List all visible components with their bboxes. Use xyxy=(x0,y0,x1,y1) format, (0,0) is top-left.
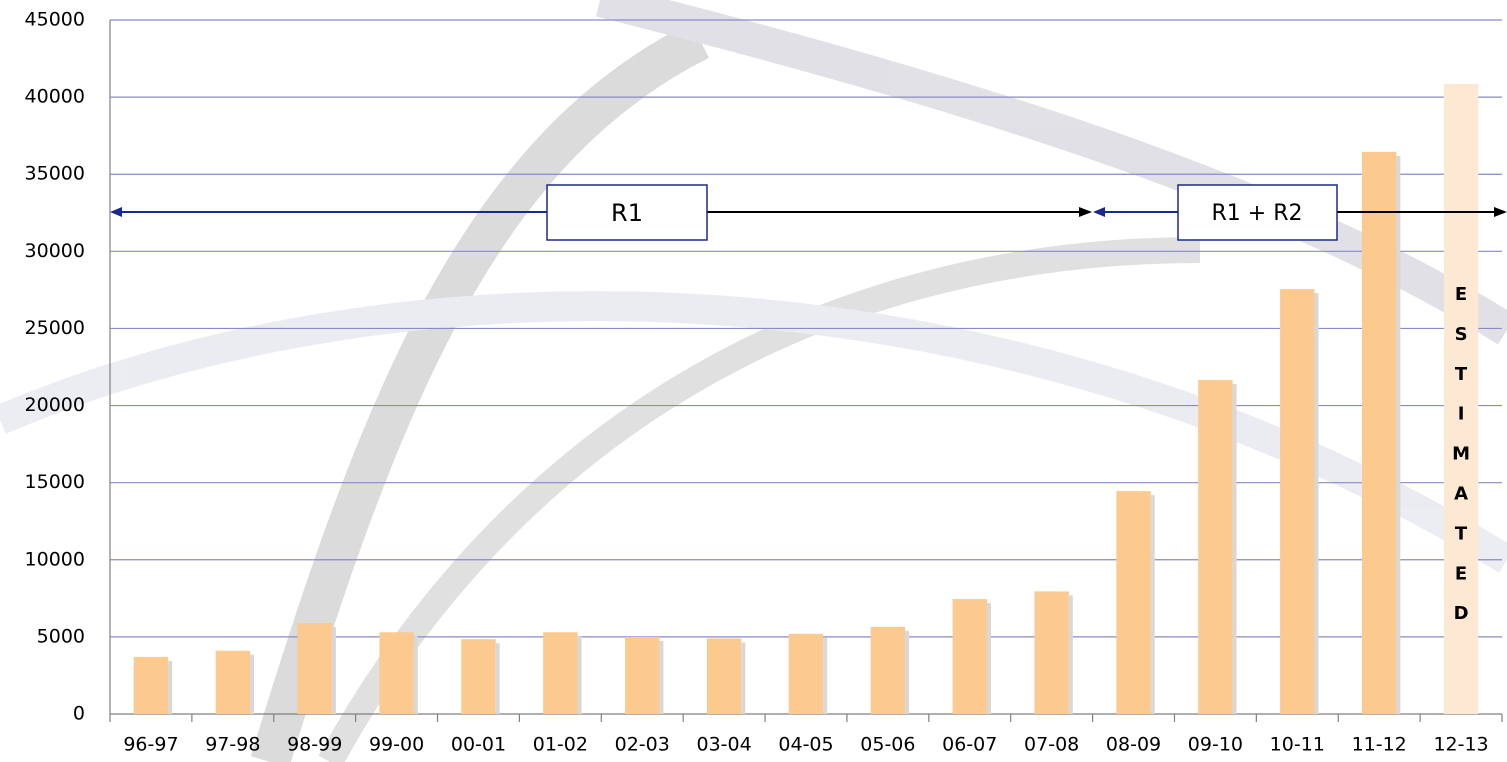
y-tick-label: 10000 xyxy=(25,548,85,570)
range-annotations: R1 R1 + R2 xyxy=(110,184,1507,241)
arrow-head xyxy=(110,207,122,217)
y-tick-label: 0 xyxy=(73,703,85,725)
bar-shadow xyxy=(495,643,500,714)
bar-shadow xyxy=(577,636,582,714)
y-tick-label: 20000 xyxy=(25,394,85,416)
x-tick-label: 99-00 xyxy=(369,734,424,756)
bar-shadow xyxy=(823,637,828,714)
x-tick-label: 00-01 xyxy=(451,734,506,756)
y-tick-label: 25000 xyxy=(25,317,85,339)
x-tick-label: 11-12 xyxy=(1352,734,1407,756)
x-tick-label: 05-06 xyxy=(860,734,915,756)
bar xyxy=(870,626,906,714)
x-tick-label: 07-08 xyxy=(1024,734,1079,756)
arrow-head xyxy=(1093,207,1105,217)
bar xyxy=(952,599,987,714)
bar-shadow xyxy=(331,627,336,714)
bar xyxy=(1116,491,1151,714)
annotation-box xyxy=(1177,184,1338,241)
x-tick-label: 10-11 xyxy=(1270,734,1325,756)
arrow-head xyxy=(1494,207,1507,217)
bar xyxy=(1034,591,1069,714)
bar-shadow xyxy=(168,660,173,714)
bar xyxy=(133,656,169,714)
x-tick-label: 08-09 xyxy=(1106,734,1161,756)
y-tick-label: 45000 xyxy=(25,9,85,31)
bar-shadow xyxy=(1314,293,1319,714)
y-tick-label: 30000 xyxy=(25,240,85,262)
y-tick-label: 35000 xyxy=(25,163,85,185)
swoosh xyxy=(0,291,1507,573)
x-tick-label: 97-98 xyxy=(205,734,260,756)
annotation: R1 xyxy=(611,199,643,227)
bar xyxy=(625,636,660,714)
annotation: R1 + R2 xyxy=(1212,201,1303,226)
bar xyxy=(1443,84,1479,715)
y-tick-label: 40000 xyxy=(25,86,85,108)
bar xyxy=(297,623,332,714)
bar-shadow xyxy=(659,640,664,714)
bar xyxy=(1361,151,1397,715)
arrow-head xyxy=(1079,207,1092,217)
x-tick-label: 04-05 xyxy=(778,734,833,756)
swoosh xyxy=(318,237,1201,762)
bar xyxy=(706,638,742,714)
x-tick-label: 96-97 xyxy=(123,734,178,756)
bar-shadow xyxy=(250,654,255,714)
x-tick-label: 06-07 xyxy=(942,734,997,756)
bar-shadow xyxy=(741,642,746,714)
x-tick-label: 01-02 xyxy=(533,734,588,756)
annotation-box xyxy=(546,184,708,241)
plot: 0 5000 10000 15000 20000 25000 30000 35000 40000… xyxy=(25,9,1503,756)
bar xyxy=(788,633,824,714)
x-tick-label: 09-10 xyxy=(1188,734,1243,756)
bar xyxy=(1198,380,1233,714)
y-tick-label: 5000 xyxy=(37,625,85,647)
bar-shadow xyxy=(1232,384,1237,714)
bar-shadow xyxy=(1396,155,1401,715)
x-tick-label: 03-04 xyxy=(697,734,752,756)
x-tick-label: 12-13 xyxy=(1433,734,1488,756)
bar-shadow xyxy=(986,603,991,714)
bar xyxy=(379,632,414,714)
bar-shadow xyxy=(1150,495,1155,714)
x-tick-label: 98-99 xyxy=(287,734,342,756)
bar xyxy=(215,650,251,714)
bar-shadow xyxy=(905,630,910,714)
bar-shadow xyxy=(1068,595,1073,714)
swoosh xyxy=(250,22,709,762)
bar xyxy=(1280,289,1315,714)
bar xyxy=(543,632,578,714)
bar xyxy=(461,639,496,714)
swoosh xyxy=(595,0,1507,345)
x-tick-label: 02-03 xyxy=(615,734,670,756)
bar-shadow xyxy=(413,636,418,714)
y-tick-label: 15000 xyxy=(25,471,85,493)
